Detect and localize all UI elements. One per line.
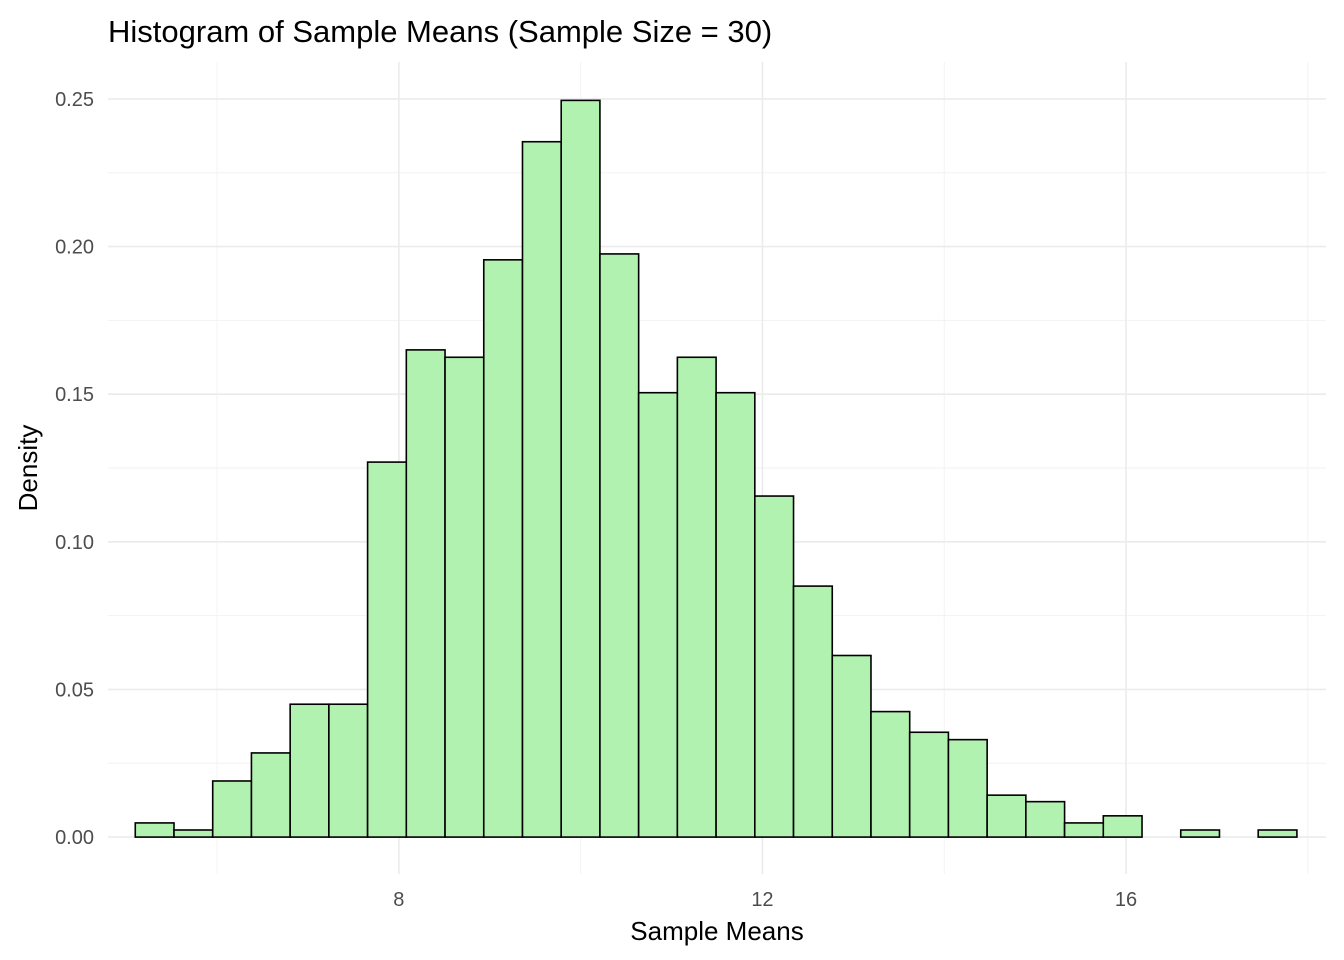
x-tick-label-2: 16	[1115, 889, 1137, 911]
y-axis-tick-labels: 0.00 0.05 0.10 0.15 0.20 0.25	[55, 89, 94, 849]
histogram-bar-22	[986, 794, 1027, 838]
histogram-bar-6	[366, 461, 408, 838]
y-tick-label-5: 0.25	[55, 89, 94, 111]
histogram-bar-7	[405, 349, 446, 838]
y-tick-label-3: 0.15	[55, 384, 94, 406]
histogram-bar-18	[831, 654, 872, 838]
histogram-bar-15	[715, 391, 756, 838]
histogram-bar-16	[754, 495, 795, 838]
histogram-bar-3	[250, 752, 291, 838]
histogram-bar-9	[482, 259, 524, 838]
y-axis-title: Density	[13, 425, 43, 512]
histogram-bar-5	[328, 703, 369, 838]
histogram-bar-14	[676, 356, 717, 838]
histogram-bar-24	[1063, 822, 1105, 838]
y-tick-label-4: 0.20	[55, 237, 94, 259]
histogram-bar-27	[1179, 829, 1221, 838]
histogram-bar-4	[289, 703, 330, 838]
y-tick-label-2: 0.10	[55, 532, 94, 554]
histogram-bar-8	[444, 356, 485, 838]
y-tick-label-1: 0.05	[55, 679, 94, 701]
histogram-bar-21	[947, 738, 988, 838]
histogram-bar-17	[792, 585, 834, 838]
x-tick-label-1: 12	[751, 889, 773, 911]
histogram-bar-29	[1257, 829, 1298, 838]
histogram-bar-23	[1025, 800, 1066, 838]
histogram-bars	[134, 99, 1298, 838]
histogram-bar-13	[637, 391, 679, 838]
histogram-bar-25	[1102, 815, 1143, 838]
y-tick-label-0: 0.00	[55, 827, 94, 849]
histogram-bar-19	[870, 710, 911, 838]
x-tick-label-0: 8	[393, 889, 404, 911]
histogram-bar-10	[521, 140, 563, 838]
histogram-bar-2	[211, 780, 253, 838]
histogram-bar-11	[560, 99, 601, 838]
histogram-bar-1	[173, 829, 214, 838]
chart-title: Histogram of Sample Means (Sample Size =…	[108, 14, 772, 49]
histogram-bar-12	[599, 253, 640, 838]
x-axis-tick-labels: 8 12 16	[393, 889, 1137, 911]
x-axis-title: Sample Means	[630, 916, 803, 946]
histogram-bar-0	[134, 822, 175, 838]
histogram-bar-20	[908, 731, 950, 838]
